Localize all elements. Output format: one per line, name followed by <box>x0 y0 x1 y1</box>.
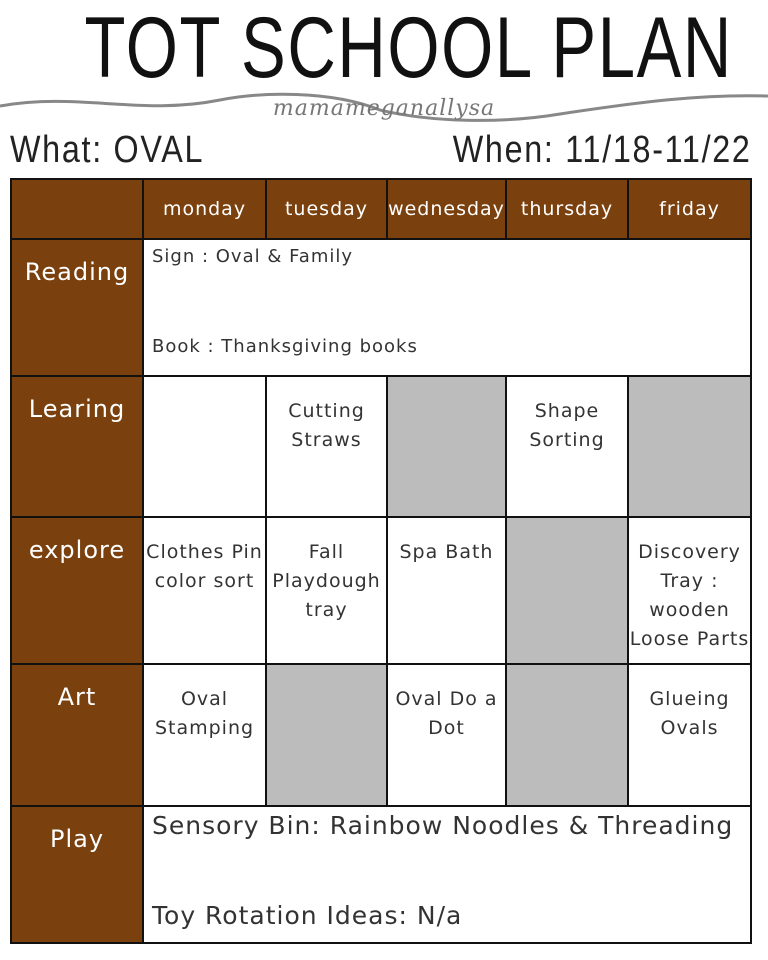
wave-divider <box>0 92 768 122</box>
cell-learning-friday <box>627 375 752 518</box>
plan-table: monday tuesday wednesday thursday friday Read… <box>10 178 752 944</box>
cell-explore-friday-text: Discovery Tray : wooden Loose Parts <box>629 541 750 650</box>
row-label-explore-text: explore <box>28 536 126 564</box>
day-header-thursday: thursday <box>505 178 629 240</box>
cell-learning-thursday: Shape Sorting <box>505 375 629 518</box>
signature: mamameganallysa <box>272 96 496 121</box>
cell-art-monday-text: Oval Stamping <box>154 688 255 739</box>
cell-explore-wednesday-text: Spa Bath <box>399 541 494 563</box>
cell-learning-tuesday: Cutting Straws <box>265 375 388 518</box>
day-header-monday-text: monday <box>162 197 247 220</box>
day-header-friday: friday <box>627 178 752 240</box>
row-label-learning-text: Learing <box>28 395 126 423</box>
cell-art-friday: Glueing Ovals <box>627 663 752 807</box>
cell-explore-friday: Discovery Tray : wooden Loose Parts <box>627 516 752 665</box>
row-label-art-text: Art <box>57 683 97 711</box>
row-label-reading: Reading <box>10 238 144 377</box>
cell-learning-wednesday <box>386 375 507 518</box>
day-header-friday-text: friday <box>659 197 720 220</box>
cell-explore-wednesday: Spa Bath <box>386 516 507 665</box>
day-header-wednesday-text: wednesday <box>388 197 505 220</box>
day-header-thursday-text: thursday <box>520 197 614 220</box>
day-header-wednesday: wednesday <box>386 178 507 240</box>
day-header-tuesday: tuesday <box>265 178 388 240</box>
cell-learning-thursday-text: Shape Sorting <box>529 400 605 451</box>
cell-explore-monday-text: Clothes Pin color sort <box>146 541 263 592</box>
cell-art-thursday <box>505 663 629 807</box>
cell-art-friday-text: Glueing Ovals <box>649 688 730 739</box>
cell-reading: Sign : Oval & Family Book : Thanksgiving … <box>142 238 752 377</box>
reading-line2: Book : Thanksgiving books <box>152 336 418 357</box>
what-label: What: OVAL <box>10 129 205 171</box>
row-label-art: Art <box>10 663 144 807</box>
cell-learning-tuesday-text: Cutting Straws <box>288 400 365 451</box>
when-label: When: 11/18-11/22 <box>453 129 752 171</box>
cell-art-wednesday-text: Oval Do a Dot <box>395 688 498 739</box>
row-label-reading-text: Reading <box>24 258 130 286</box>
corner-cell <box>10 178 144 240</box>
cell-explore-tuesday: Fall Playdough tray <box>265 516 388 665</box>
page-title: TOT SCHOOL PLAN <box>84 0 733 96</box>
reading-line1: Sign : Oval & Family <box>152 246 354 267</box>
cell-explore-tuesday-text: Fall Playdough tray <box>272 541 381 621</box>
play-line1: Sensory Bin: Rainbow Noodles & Threading <box>152 811 734 840</box>
cell-explore-thursday <box>505 516 629 665</box>
day-header-tuesday-text: tuesday <box>284 197 369 220</box>
cell-explore-monday: Clothes Pin color sort <box>142 516 267 665</box>
play-line2: Toy Rotation Ideas: N/a <box>152 901 463 930</box>
cell-art-tuesday <box>265 663 388 807</box>
row-label-play-text: Play <box>49 825 105 853</box>
row-label-play: Play <box>10 805 144 944</box>
cell-learning-monday <box>142 375 267 518</box>
row-label-explore: explore <box>10 516 144 665</box>
day-header-monday: monday <box>142 178 267 240</box>
cell-play: Sensory Bin: Rainbow Noodles & Threading… <box>142 805 752 944</box>
row-label-learning: Learing <box>10 375 144 518</box>
cell-art-monday: Oval Stamping <box>142 663 267 807</box>
cell-art-wednesday: Oval Do a Dot <box>386 663 507 807</box>
